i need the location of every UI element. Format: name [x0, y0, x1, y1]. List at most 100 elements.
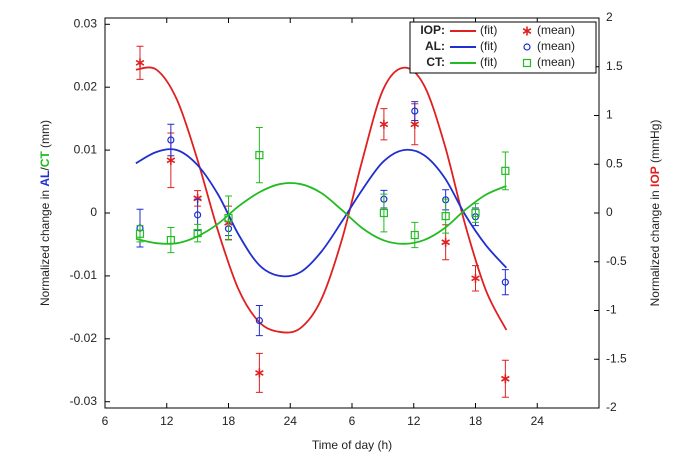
y2-tick-label: 1 [606, 108, 613, 122]
legend-name: AL: [425, 39, 445, 53]
mean-marker [193, 229, 202, 238]
mean-marker [471, 208, 480, 218]
legend-label: (mean) [537, 55, 575, 69]
error-bar [411, 101, 419, 122]
mean-marker [379, 119, 389, 129]
legend-marker [523, 43, 531, 51]
error-bar [501, 269, 509, 296]
mean-marker [166, 155, 176, 165]
y-axis-label: Normalized change in AL/CT (mm) [38, 120, 52, 306]
y-tick-label: -0.02 [70, 331, 98, 345]
error-bar [472, 203, 479, 223]
y2-tick-label: -0.5 [606, 254, 627, 268]
error-bar [410, 103, 420, 146]
error-bar [471, 203, 480, 223]
x-tick-label: 24 [284, 414, 298, 428]
mean-marker [501, 374, 510, 384]
y-tick-label: 0.03 [74, 16, 98, 30]
mean-marker [522, 58, 532, 68]
x-tick-label: 12 [407, 414, 421, 428]
error-bar [442, 198, 450, 234]
x-tick-label: 6 [349, 414, 356, 428]
y2-axis-label-part: Normalized change in [648, 187, 662, 306]
legend-box [409, 21, 597, 74]
mean-marker [194, 211, 202, 219]
y2-tick-label: 0 [606, 205, 613, 219]
mean-marker [441, 212, 450, 221]
legend-marker [522, 26, 532, 36]
mean-marker [523, 43, 531, 51]
y2-tick-label: 2 [606, 10, 613, 24]
mean-marker [410, 119, 420, 129]
mean-marker [255, 316, 263, 325]
y-axis-label-part: CT [38, 151, 52, 168]
y2-tick-label: -1.5 [606, 351, 627, 365]
error-bar [379, 193, 389, 233]
y2-axis-label-part: IOP [648, 166, 662, 187]
y-tick-label: -0.01 [70, 268, 98, 282]
error-bar [135, 225, 145, 243]
mean-marker [135, 229, 145, 238]
error-bar [167, 123, 175, 157]
y2-tick-label: -1 [606, 303, 617, 317]
mean-marker [255, 368, 264, 378]
x-tick-label: 24 [531, 414, 545, 428]
error-bar [135, 45, 145, 80]
error-bar [255, 352, 264, 393]
error-bar [501, 359, 510, 398]
error-bar [471, 265, 480, 292]
y2-tick-label: 0.5 [606, 156, 623, 170]
x-tick-label: 18 [469, 414, 483, 428]
legend-label: (mean) [537, 39, 575, 53]
y-tick-label: 0 [90, 205, 97, 219]
error-bar [193, 223, 202, 243]
mean-marker [135, 58, 145, 68]
mean-marker [167, 136, 175, 144]
error-bar [255, 304, 263, 337]
mean-marker [255, 151, 264, 160]
error-bar [379, 108, 389, 141]
y2-axis-label: Normalized change in IOP (mmHg) [648, 120, 662, 307]
mean-marker [522, 26, 532, 36]
y-tick-label: -0.03 [70, 394, 98, 408]
error-bar [225, 195, 232, 241]
error-bar [255, 126, 263, 184]
y-axis-label-part: / [38, 167, 52, 171]
error-bar [224, 195, 233, 241]
error-bar [166, 226, 175, 254]
mean-marker [471, 273, 480, 283]
y2-tick-label: -2 [606, 400, 617, 414]
mean-marker [501, 278, 509, 286]
mean-marker [224, 213, 233, 223]
error-bar [380, 193, 388, 233]
error-bar [410, 221, 419, 249]
plot-area [104, 17, 600, 409]
legend-label: (mean) [537, 23, 575, 37]
error-bar [411, 221, 419, 249]
error-bar [441, 198, 450, 234]
y-tick-label: 0.02 [74, 79, 98, 93]
error-bar [136, 225, 144, 243]
y-tick-label: 0.01 [74, 142, 98, 156]
x-tick-label: 6 [102, 414, 109, 428]
y2-tick-label: 1.5 [606, 59, 623, 73]
mean-marker [379, 208, 389, 218]
fit-line [135, 66, 508, 334]
x-tick-label: 18 [222, 414, 236, 428]
y2-axis-label-part: (mmHg) [648, 120, 662, 167]
x-axis-label: Time of day (h) [312, 438, 392, 452]
error-bar [167, 123, 175, 157]
mean-marker [441, 237, 450, 247]
mean-marker [411, 107, 419, 115]
mean-marker [166, 235, 175, 245]
fit-line [135, 148, 508, 278]
y-axis-label-part: (mm) [38, 120, 52, 151]
error-bar [501, 151, 509, 191]
x-tick-label: 12 [160, 414, 174, 428]
y-axis-label-part: Normalized change in [38, 187, 52, 306]
legend-marker [522, 58, 532, 68]
mean-marker [501, 166, 510, 175]
legend-label: (fit) [480, 39, 497, 53]
error-bar [255, 126, 264, 184]
